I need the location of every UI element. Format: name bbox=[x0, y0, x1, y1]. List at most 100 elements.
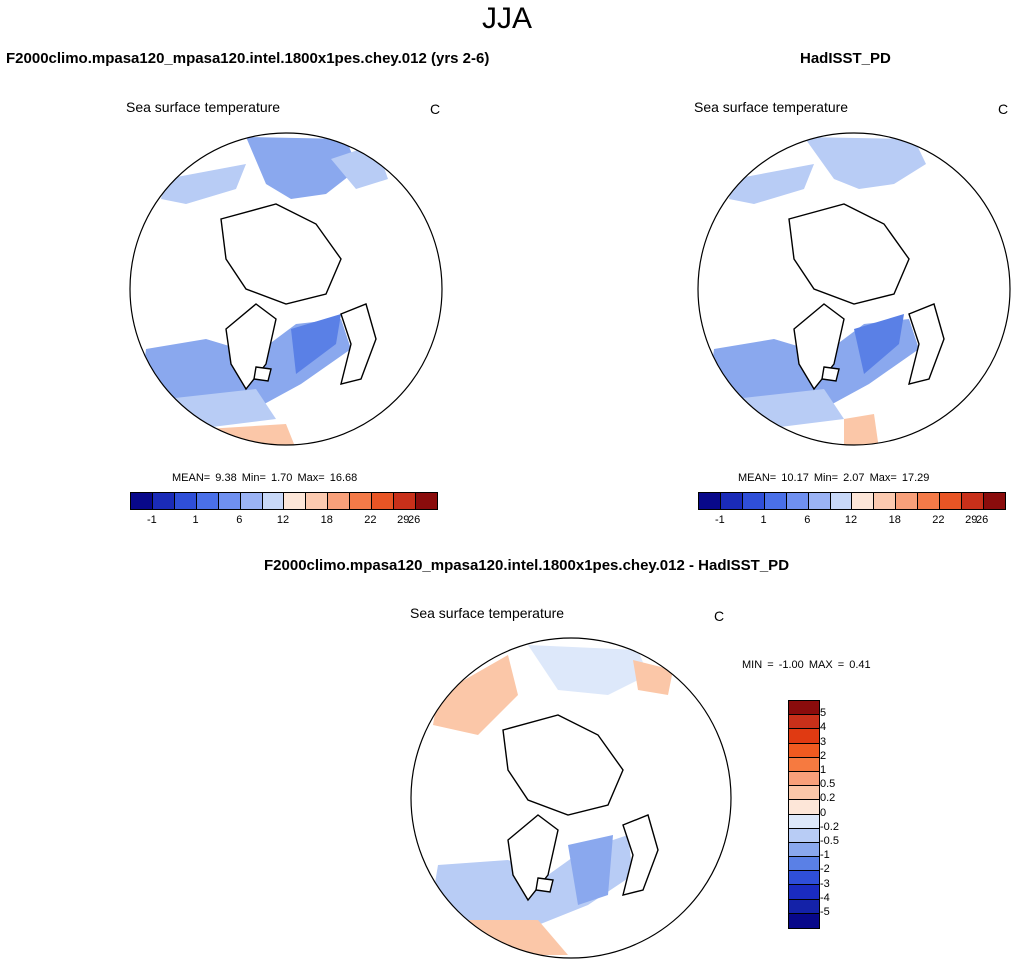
panel-1-colorbar-tick-label: 6 bbox=[236, 514, 243, 526]
panel-1-variable: Sea surface temperature bbox=[126, 99, 281, 115]
panel-1-scandinavia bbox=[340, 303, 377, 385]
diff-colorbar-tick-label: 0.2 bbox=[820, 792, 836, 805]
panel-2-colorbar-tick-label: 1 bbox=[760, 514, 767, 526]
panel-1-map-border bbox=[129, 132, 443, 446]
diff-norwegian-cool bbox=[568, 835, 613, 905]
diff-okhotsk-warm bbox=[633, 660, 673, 695]
panel-2-pacific-sst bbox=[804, 137, 926, 189]
diff-panel-title: F2000climo.mpasa120_mpasa120.intel.1800x… bbox=[264, 557, 790, 574]
panel-2-norwegian-sst bbox=[854, 314, 904, 374]
panel-2-colorbar bbox=[698, 492, 1006, 510]
panel-2-colorbar-tick-label: -1 bbox=[714, 514, 725, 526]
diff-arctic-coast bbox=[502, 714, 624, 816]
panel-2-colorbar-swatch bbox=[699, 493, 721, 509]
panel-2-scandinavia bbox=[908, 303, 945, 385]
panel-1-colorbar-swatch bbox=[284, 493, 307, 509]
diff-colorbar-swatch bbox=[789, 800, 819, 815]
panel-2-colorbar-swatch bbox=[786, 493, 809, 509]
panel-1-colorbar-tick-label: 22 bbox=[364, 514, 377, 526]
diff-colorbar-swatch bbox=[789, 885, 819, 900]
diff-colorbar-tick-label: 5 bbox=[820, 707, 827, 720]
diff-colorbar-swatch bbox=[789, 786, 819, 801]
panel-1-colorbar-tick-label: -1 bbox=[146, 514, 157, 526]
diff-colorbar-tick-label: -2 bbox=[820, 863, 830, 876]
panel-1-colorbar-swatch bbox=[152, 493, 175, 509]
panel-2-map bbox=[697, 132, 1011, 446]
panel-1-colorbar-swatch bbox=[262, 493, 285, 509]
diff-greenland bbox=[507, 814, 559, 902]
panel-2-colorbar-swatch bbox=[983, 493, 1005, 509]
panel-1-colorbar-swatch bbox=[372, 493, 395, 509]
diff-panel-units: C bbox=[714, 608, 725, 624]
diff-scandinavia bbox=[622, 814, 659, 896]
panel-1-iceland bbox=[253, 366, 272, 382]
diff-pacific-cool bbox=[528, 645, 648, 695]
panel-1-colorbar-swatch bbox=[306, 493, 329, 509]
panel-2-colorbar-swatch bbox=[962, 493, 984, 509]
diff-colorbar-tick-label: 1 bbox=[820, 764, 827, 776]
panel-1-colorbar-swatch bbox=[350, 493, 373, 509]
main-title: JJA bbox=[481, 2, 532, 35]
panel-1-colorbar-tick-label: 29 bbox=[397, 514, 410, 526]
panel-1-bering-sst bbox=[161, 164, 246, 204]
panel-2-colorbar-tick-label: 26 bbox=[976, 514, 989, 526]
diff-colorbar-swatch bbox=[789, 814, 819, 829]
panel-2-map-border bbox=[697, 132, 1011, 446]
diff-colorbar-swatch bbox=[789, 899, 819, 914]
panel-1-colorbar-tick-label: 26 bbox=[408, 514, 421, 526]
diff-colorbar-tick-label: -4 bbox=[820, 891, 830, 904]
panel-2-colorbar-swatch bbox=[940, 493, 963, 509]
panel-1-colorbar bbox=[130, 492, 438, 510]
diff-colorbar-swatch bbox=[789, 729, 819, 744]
panel-2-colorbar-tick-label: 6 bbox=[804, 514, 811, 526]
panel-1-stats: MEAN= 9.38 Min= 1.70 Max= 16.68 bbox=[172, 472, 358, 484]
diff-colorbar-ticks: 5 4 3 2 1 0.5 0.2 0 -0.2 -0.5 -1 -2 -3 -4 -5 bbox=[820, 700, 860, 930]
panel-1-colorbar-swatch bbox=[174, 493, 197, 509]
panel-2-variable: Sea surface temperature bbox=[694, 99, 849, 115]
diff-colorbar-swatch bbox=[789, 913, 819, 928]
panel-1-colorbar-swatch bbox=[131, 493, 153, 509]
panel-1-title: F2000climo.mpasa120_mpasa120.intel.1800x… bbox=[6, 50, 490, 67]
diff-panel-variable: Sea surface temperature bbox=[410, 605, 565, 621]
diff-colorbar-swatch bbox=[789, 857, 819, 872]
panel-1-colorbar-swatch bbox=[328, 493, 351, 509]
panel-2-bering-sst bbox=[729, 164, 814, 204]
panel-2-colorbar-swatch bbox=[896, 493, 919, 509]
diff-map-border bbox=[410, 637, 732, 959]
panel-2-iceland bbox=[821, 366, 840, 382]
panel-2-colorbar-swatch bbox=[852, 493, 875, 509]
panel-2-colorbar-swatch bbox=[764, 493, 787, 509]
panel-2-colorbar-swatch bbox=[808, 493, 831, 509]
panel-1-pacific-sst bbox=[246, 137, 358, 199]
panel-2-colorbar-swatch bbox=[874, 493, 897, 509]
panel-1-colorbar-swatch bbox=[415, 493, 437, 509]
panel-1-colorbar-swatch bbox=[240, 493, 263, 509]
panel-2-colorbar-swatch bbox=[918, 493, 941, 509]
diff-colorbar-swatch bbox=[789, 871, 819, 886]
panel-2-colorbar-swatch bbox=[720, 493, 743, 509]
diff-colorbar-tick-label: 4 bbox=[820, 721, 827, 734]
diff-colorbar-tick-label: -5 bbox=[820, 906, 830, 918]
panel-1-colorbar-tick-label: 1 bbox=[192, 514, 199, 526]
panel-1-greenland bbox=[225, 303, 277, 391]
diff-colorbar-swatch bbox=[789, 828, 819, 843]
panel-1-map bbox=[129, 132, 443, 446]
diff-colorbar-swatch bbox=[789, 771, 819, 787]
diff-colorbar bbox=[788, 700, 820, 929]
panel-1-colorbar-tick-label: 12 bbox=[276, 514, 290, 526]
panel-2-colorbar-tick-label: 12 bbox=[844, 514, 858, 526]
panel-2-stats: MEAN= 10.17 Min= 2.07 Max= 17.29 bbox=[738, 472, 930, 484]
diff-colorbar-tick-label: -0.5 bbox=[820, 835, 839, 847]
diff-colorbar-swatch bbox=[789, 842, 819, 858]
panel-2-colorbar-swatch bbox=[830, 493, 853, 509]
diff-colorbar-tick-label: 0.5 bbox=[820, 778, 836, 791]
panel-1-colorbar-swatch bbox=[196, 493, 219, 509]
panel-1-colorbar-tick-label: 18 bbox=[320, 514, 333, 526]
panel-2-colorbar-swatch bbox=[742, 493, 765, 509]
panel-2-title: HadISST_PD bbox=[800, 50, 891, 67]
panel-1-units: C bbox=[430, 101, 441, 117]
diff-colorbar-swatch bbox=[789, 701, 819, 716]
panel-2-greenland bbox=[793, 303, 845, 391]
diff-panel-map bbox=[410, 637, 732, 959]
diff-colorbar-tick-label: -1 bbox=[820, 849, 830, 862]
